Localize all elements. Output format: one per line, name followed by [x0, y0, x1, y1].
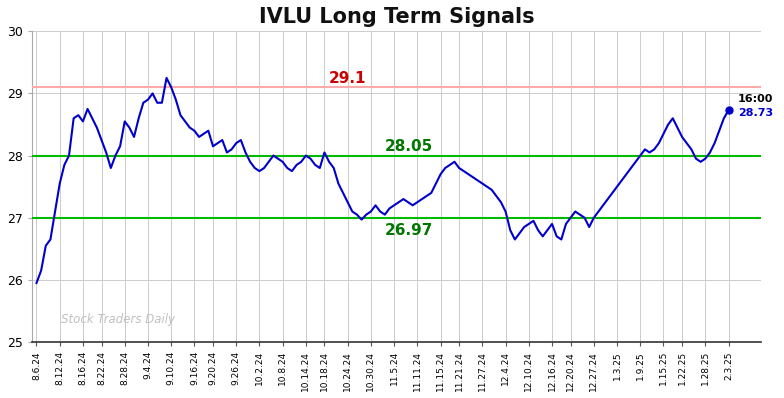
Text: Stock Traders Daily: Stock Traders Daily [61, 313, 175, 326]
Text: 28.73: 28.73 [738, 108, 773, 119]
Text: 16:00: 16:00 [738, 94, 773, 104]
Text: 28.05: 28.05 [385, 139, 433, 154]
Title: IVLU Long Term Signals: IVLU Long Term Signals [259, 7, 534, 27]
Text: 26.97: 26.97 [385, 222, 434, 238]
Text: 29.1: 29.1 [329, 71, 367, 86]
